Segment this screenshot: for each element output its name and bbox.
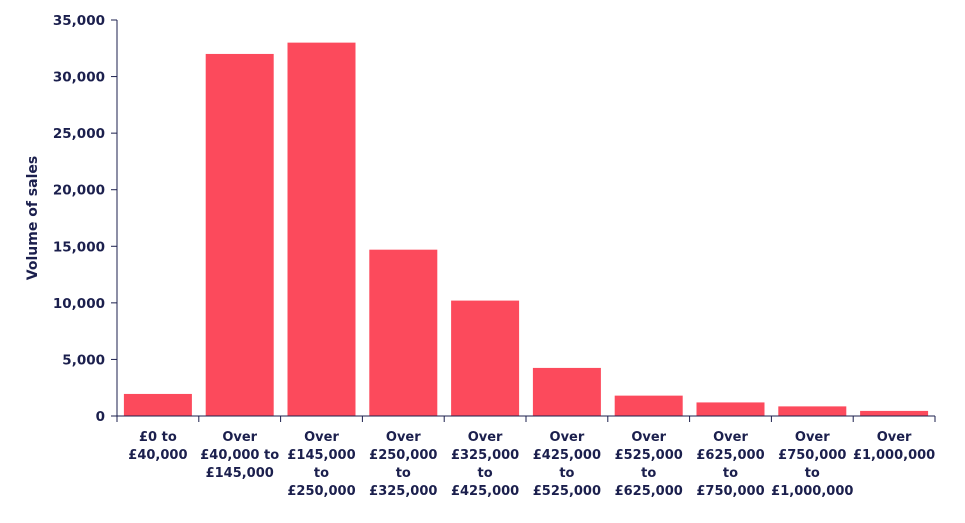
x-tick-label: Over £525,000 to £625,000 xyxy=(615,430,683,499)
x-tick-label: Over £1,000,000 xyxy=(853,430,935,463)
x-tick-label: £0 to £40,000 xyxy=(128,430,187,463)
y-tick-label: 0 xyxy=(96,409,105,425)
bar xyxy=(532,367,601,416)
x-tick-label: Over £425,000 to £525,000 xyxy=(533,430,601,499)
y-axis-title: Volume of sales xyxy=(25,156,41,280)
bar xyxy=(205,53,274,416)
bar xyxy=(860,410,929,416)
bar xyxy=(778,406,847,416)
x-tick-label: Over £750,000 to £1,000,000 xyxy=(771,430,853,499)
y-tick-label: 5,000 xyxy=(62,352,105,368)
bar xyxy=(451,300,520,416)
bar xyxy=(696,402,765,416)
y-tick-label: 20,000 xyxy=(53,183,105,199)
x-tick-label: Over £40,000 to £145,000 xyxy=(200,430,279,481)
y-tick-label: 30,000 xyxy=(53,70,105,86)
y-tick-label: 10,000 xyxy=(53,296,105,312)
x-tick-label: Over £625,000 to £750,000 xyxy=(696,430,764,499)
bar xyxy=(369,249,438,416)
bar xyxy=(123,393,192,416)
x-tick-label: Over £145,000 to £250,000 xyxy=(287,430,355,499)
y-tick-label: 25,000 xyxy=(53,126,105,142)
x-tick-label: Over £250,000 to £325,000 xyxy=(369,430,437,499)
bar xyxy=(614,395,683,416)
x-tick-label: Over £325,000 to £425,000 xyxy=(451,430,519,499)
y-tick-label: 15,000 xyxy=(53,239,105,255)
y-tick-label: 35,000 xyxy=(53,13,105,29)
y-axis: 0 5,000 10,000 15,000 20,000 25,000 30,000 35,0… xyxy=(53,13,118,425)
bar xyxy=(287,42,356,416)
bars xyxy=(123,42,929,416)
